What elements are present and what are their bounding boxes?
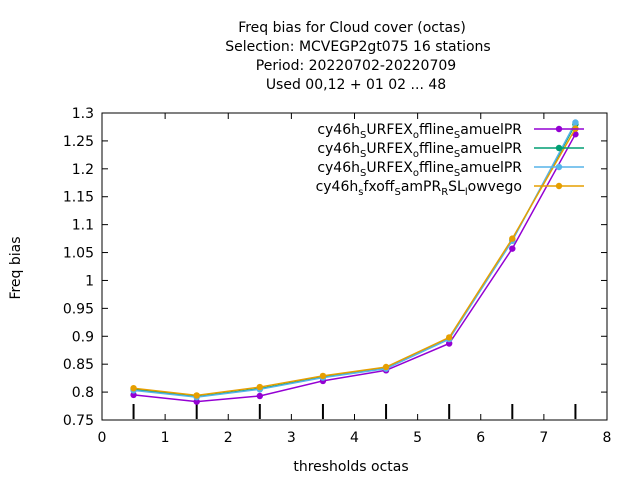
y-tick-label: 1.3	[72, 106, 94, 122]
x-axis-ticks: 0 1 2 3 4 5 6 7 8	[98, 113, 612, 446]
x-tick-label: 6	[476, 430, 485, 446]
legend-item-3: cy46hSURFEXofflineSamuelPR	[317, 160, 584, 179]
y-tick-label: 0.95	[63, 301, 94, 317]
series-line	[133, 128, 577, 397]
plot-frame	[101, 112, 608, 421]
legend-swatch-marker	[555, 125, 563, 133]
chart-title-line-1: Freq bias for Cloud cover (octas)	[238, 20, 466, 36]
chart-title-line-4: Used 00,12 + 01 02 ... 48	[266, 77, 446, 93]
data-point	[193, 398, 200, 405]
legend-label: cy46hsfxoffSamPRRSLlowvego	[316, 179, 522, 198]
legend-label: cy46hSURFEXofflineSamuelPR	[317, 160, 522, 179]
data-point	[445, 334, 453, 341]
x-tick-label: 5	[413, 430, 422, 446]
data-point	[382, 363, 390, 371]
data-point	[572, 119, 579, 126]
series-4	[130, 125, 579, 399]
y-tick-label: 0.85	[63, 357, 94, 373]
threshold-tick-marks	[132, 404, 577, 419]
y-tick-label: 0.9	[72, 329, 94, 345]
chart-title: Freq bias for Cloud cover (octas) Select…	[225, 20, 490, 93]
x-tick-label: 2	[224, 430, 233, 446]
x-tick-label: 3	[287, 430, 296, 446]
x-tick-label: 0	[98, 430, 107, 446]
data-point	[445, 340, 453, 347]
y-tick-label: 0.8	[72, 385, 94, 401]
x-tick-label: 4	[350, 430, 359, 446]
series-line	[133, 133, 577, 403]
legend-label: cy46hSURFEXofflineSamuelPR	[317, 122, 522, 141]
legend-swatch-marker	[555, 163, 563, 171]
y-tick-label: 1.1	[72, 218, 94, 234]
data-point	[319, 372, 327, 380]
x-axis-label: thresholds octas	[293, 459, 408, 475]
data-point	[509, 235, 516, 242]
data-point	[509, 245, 516, 252]
x-tick-label: 8	[603, 430, 612, 446]
y-tick-label: 1.25	[63, 134, 94, 150]
legend-item-1: cy46hSURFEXofflineSamuelPR	[317, 122, 584, 141]
legend-swatch-marker	[555, 144, 563, 152]
legend-item-4: cy46hsfxoffSamPRRSLlowvego	[316, 179, 584, 198]
y-tick-label: 1	[85, 273, 94, 289]
chart-title-line-2: Selection: MCVEGP2gt075 16 stations	[225, 39, 490, 55]
data-point	[193, 392, 200, 399]
series-line	[133, 122, 577, 398]
legend-swatch-marker	[555, 182, 563, 190]
y-axis-ticks: 0.75 0.8 0.85 0.9 0.95 1 1.05 1.1 1.15 1.2 1.25 1.3	[63, 106, 607, 429]
legend: cy46hSURFEXofflineSamuelPRcy46hSURFEXoff…	[316, 122, 584, 198]
y-axis-label: Freq bias	[8, 236, 24, 299]
data-point	[256, 383, 264, 391]
chart-title-line-3: Period: 20220702-20220709	[256, 58, 456, 74]
y-tick-label: 1.15	[63, 190, 94, 206]
legend-item-2: cy46hSURFEXofflineSamuelPR	[317, 141, 584, 160]
series-layer	[130, 119, 579, 405]
data-point	[256, 392, 264, 400]
x-tick-label: 1	[161, 430, 170, 446]
data-point	[130, 391, 137, 399]
data-point	[130, 384, 137, 392]
x-tick-label: 7	[539, 430, 548, 446]
y-tick-label: 0.75	[63, 413, 94, 429]
legend-label: cy46hSURFEXofflineSamuelPR	[317, 141, 522, 160]
series-1	[130, 131, 579, 405]
y-tick-label: 1.05	[63, 246, 94, 262]
y-tick-label: 1.2	[72, 162, 94, 178]
